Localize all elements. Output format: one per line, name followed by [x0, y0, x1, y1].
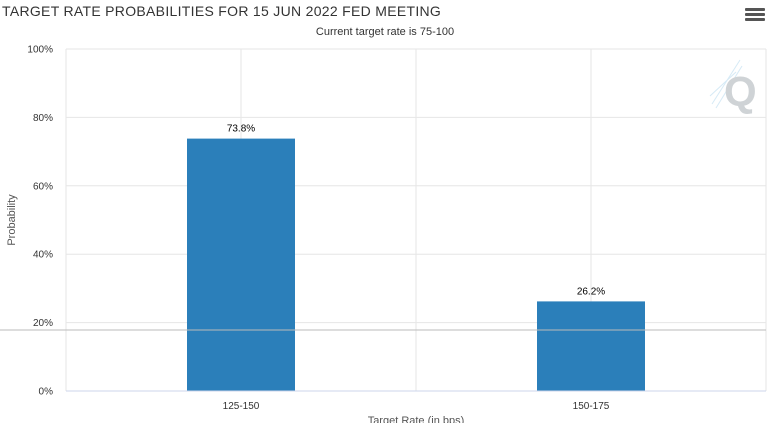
chart-subtitle: Current target rate is 75-100 [315, 26, 455, 38]
bars [187, 138, 645, 391]
x-tick-label: 150-175 [573, 401, 610, 412]
y-tick-label: 20% [33, 318, 53, 329]
y-tick-label: 80% [33, 113, 53, 124]
y-tick-label: 40% [33, 250, 53, 261]
bar-125-150[interactable] [187, 138, 295, 391]
data-labels: 73.8% 26.2% [227, 124, 605, 298]
y-tick-label: 60% [33, 181, 53, 192]
data-label: 73.8% [227, 124, 255, 135]
svg-text:Q: Q [724, 68, 757, 115]
x-tick-label: 125-150 [223, 401, 260, 412]
y-tick-label: 100% [27, 45, 53, 56]
hamburger-menu-icon[interactable] [745, 8, 765, 24]
chart-title: TARGET RATE PROBABILITIES FOR 15 JUN 202… [2, 3, 442, 19]
q-logo-icon: Q [709, 59, 757, 115]
bar-150-175[interactable] [537, 301, 645, 391]
y-axis-ticks: 0% 20% 40% 60% 80% 100% [27, 45, 53, 398]
y-tick-label: 0% [39, 387, 54, 398]
x-axis-title: Target Rate (in bps) [368, 415, 465, 423]
x-axis-ticks: 125-150 150-175 [223, 401, 610, 412]
data-label: 26.2% [577, 286, 605, 297]
y-axis-title: Probability [6, 194, 18, 246]
grid-lines [65, 48, 767, 391]
